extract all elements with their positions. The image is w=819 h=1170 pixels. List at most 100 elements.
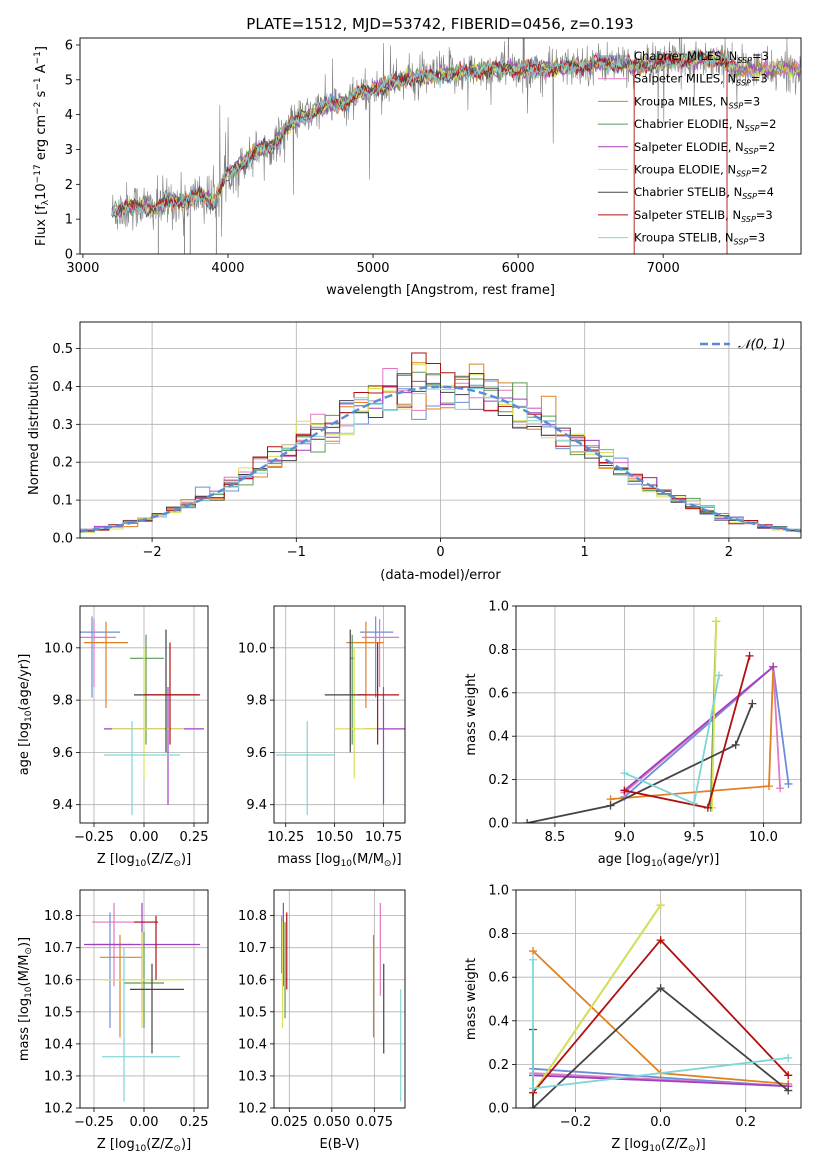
series-marker	[745, 651, 754, 660]
y-tick-label: 0.4	[488, 730, 509, 745]
plot-area	[111, 38, 801, 254]
errorbar	[102, 947, 180, 1102]
y-tick-label: 9.8	[52, 694, 73, 709]
axes-frame	[79, 605, 209, 824]
label-part: Z [log	[97, 1137, 135, 1152]
label-part: −2	[33, 102, 43, 115]
y-tick-label: 10.0	[238, 641, 267, 656]
series-salpeter-stelib	[620, 651, 754, 812]
x-tick-label: 9.0	[614, 830, 635, 845]
series-marker	[656, 901, 665, 910]
series-marker	[769, 662, 778, 671]
y-axis-label: mass weight	[464, 958, 479, 1040]
x-tick-label: −1	[287, 545, 306, 560]
y-tick-label: 10.4	[238, 1037, 267, 1052]
legend-entry: Salpeter ELODIE, NSSP=2	[634, 140, 775, 156]
x-tick-label: 5000	[356, 261, 389, 276]
x-axis-label: Z [log10(Z/Z⊙)]	[611, 1137, 705, 1154]
series-kroupa-stelib	[529, 955, 793, 1093]
series-marker	[712, 617, 721, 626]
y-tick-label: 3	[65, 143, 73, 158]
plot-area	[529, 901, 793, 1108]
axes-residuals: −2 −1 0 1 2 0.0 0.1 0.2 0.3 0.4 0.5 (data-model)/er…	[27, 321, 802, 583]
y-tick-label: 9.6	[246, 746, 267, 761]
y-tick-label: 10.3	[44, 1069, 73, 1084]
x-tick-label: 10.75	[365, 830, 402, 845]
legend-nssp: =2	[760, 117, 777, 131]
series-marker	[765, 782, 774, 791]
label-part: s	[34, 90, 49, 101]
y-axis-label: Normed distribution	[27, 365, 42, 495]
label-part: age [log	[598, 852, 651, 867]
label-part: ⊙	[173, 1144, 181, 1154]
legend-entry: Salpeter STELIB, NSSP=3	[634, 208, 773, 224]
errorbar	[134, 915, 158, 980]
x-tick-label: 10.25	[267, 830, 304, 845]
label-part: 10	[34, 183, 49, 200]
x-axis-label: mass [log10(M/M⊙)]	[277, 852, 401, 869]
x-tick-label: 8.5	[545, 830, 566, 845]
errorbar	[80, 619, 116, 688]
x-axis-label: (data-model)/error	[380, 568, 501, 583]
x-tick-label: 0.050	[313, 1115, 350, 1130]
legend-nssp: =3	[752, 49, 769, 63]
plot-area	[80, 616, 204, 816]
label-part: ⊙	[173, 859, 181, 869]
axes-age-vs-Z: −0.25 0.00 0.259.49.69.810.0Z [log10(Z/Z⊙)…	[17, 605, 209, 869]
legend-sub: SSP	[742, 192, 757, 201]
plot-area	[281, 902, 402, 1102]
label-part: 10	[649, 1144, 661, 1154]
y-tick-label: 0.4	[52, 380, 73, 395]
x-tick-label: 10.0	[749, 830, 778, 845]
x-tick-label: −0.25	[74, 830, 114, 845]
legend-entry: Kroupa MILES, NSSP=3	[634, 94, 760, 110]
legend-entry: Kroupa ELODIE, NSSP=2	[634, 163, 768, 179]
x-tick-label: 0.2	[735, 1115, 756, 1130]
label-part: age [log	[17, 722, 32, 775]
series-marker	[748, 699, 757, 708]
errorbar	[361, 619, 400, 688]
y-tick-label: 10.2	[238, 1102, 267, 1117]
y-tick-label: 6	[65, 38, 73, 53]
label-part: (Z/Z	[146, 1137, 173, 1152]
y-tick-label: 10.8	[44, 909, 73, 924]
series-marker	[784, 779, 793, 788]
label-part: )]	[17, 937, 32, 947]
y-tick-label: 0.1	[52, 494, 73, 509]
y-tick-label: 0.0	[52, 532, 73, 547]
x-tick-label: 0.075	[356, 1115, 393, 1130]
legend-nssp: =4	[757, 185, 774, 199]
label-part: ⊙	[24, 947, 34, 955]
series-chabrier-stelib	[523, 699, 757, 823]
x-tick-label: 0.25	[180, 830, 209, 845]
y-tick-label: 0.8	[488, 927, 509, 942]
label-part: mass [log	[277, 852, 340, 867]
series-marker	[703, 803, 712, 812]
label-part: (M/M	[17, 955, 32, 987]
y-axis-label: mass [log10(M/M⊙)]	[17, 937, 34, 1061]
label-part: 10	[135, 1144, 147, 1154]
legend-sub: SSP	[729, 101, 744, 110]
series-marker	[784, 1053, 793, 1062]
y-tick-label: 10.7	[44, 941, 73, 956]
label-part: erg cm	[34, 115, 49, 164]
plot-area	[80, 352, 801, 533]
y-tick-label: 0.6	[488, 971, 509, 986]
axes-frame	[273, 605, 406, 824]
label-part: (age/yr)]	[662, 852, 719, 867]
series-line	[526, 703, 754, 823]
x-tick-label: 0	[436, 545, 444, 560]
label-part: ⊙	[688, 1144, 696, 1154]
series-line	[623, 666, 774, 792]
histogram-step	[80, 373, 801, 531]
plot-area	[275, 616, 405, 816]
legend-nssp: =3	[751, 72, 768, 86]
label-part: )]	[181, 852, 191, 867]
x-tick-label: 10.50	[316, 830, 353, 845]
legend-entry: Salpeter MILES, NSSP=3	[634, 72, 768, 88]
label-part: (age/yr)]	[17, 654, 32, 711]
legend-nssp: =3	[743, 94, 760, 108]
series-line	[532, 1074, 789, 1088]
label-part: Z [log	[611, 1137, 649, 1152]
series-marker	[731, 740, 740, 749]
